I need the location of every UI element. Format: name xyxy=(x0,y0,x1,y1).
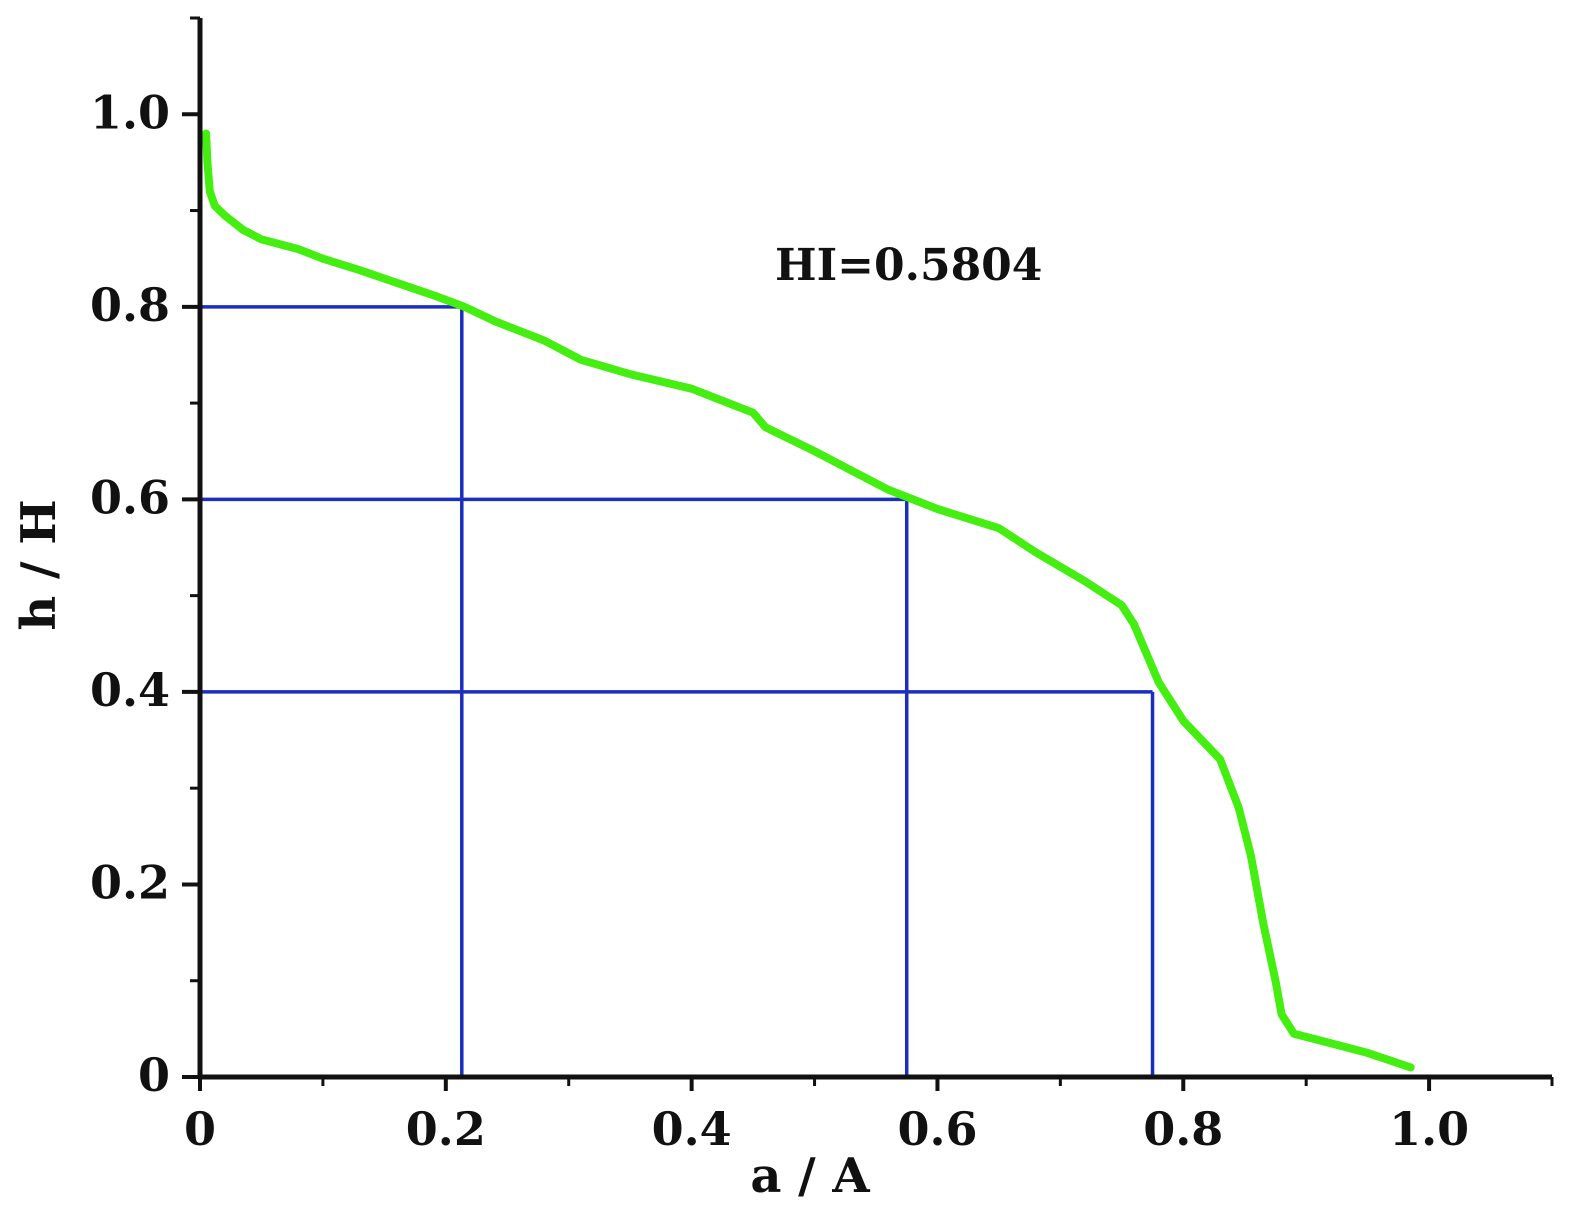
hi-annotation: HI=0.5804 xyxy=(775,240,1042,291)
tick-labels: 0 0.2 0.4 0.6 0.8 1.0 0 0.2 0.4 0.6 0.8 1.0 xyxy=(90,85,1469,1156)
y-tick-label: 0.4 xyxy=(90,663,170,717)
series-layer xyxy=(202,129,1415,1072)
y-tick-label: 1.0 xyxy=(90,85,170,139)
x-tick-label: 1.0 xyxy=(1389,1102,1469,1156)
x-tick-label: 0.6 xyxy=(897,1102,977,1156)
x-tick-label: 0 xyxy=(184,1102,216,1156)
x-tick-label: 0.2 xyxy=(406,1102,486,1156)
x-tick-label: 0.8 xyxy=(1143,1102,1223,1156)
x-tick-label: 0.4 xyxy=(652,1102,732,1156)
axes xyxy=(182,16,1554,1091)
y-tick-label: 0.6 xyxy=(90,470,170,524)
y-tick-label: 0.8 xyxy=(90,278,170,332)
y-axis-label: h / H xyxy=(11,499,67,630)
y-tick-label: 0.2 xyxy=(90,855,170,909)
reference-lines xyxy=(200,305,1155,1077)
y-tick-label: 0 xyxy=(138,1048,170,1102)
x-axis-label: a / A xyxy=(750,1148,870,1204)
